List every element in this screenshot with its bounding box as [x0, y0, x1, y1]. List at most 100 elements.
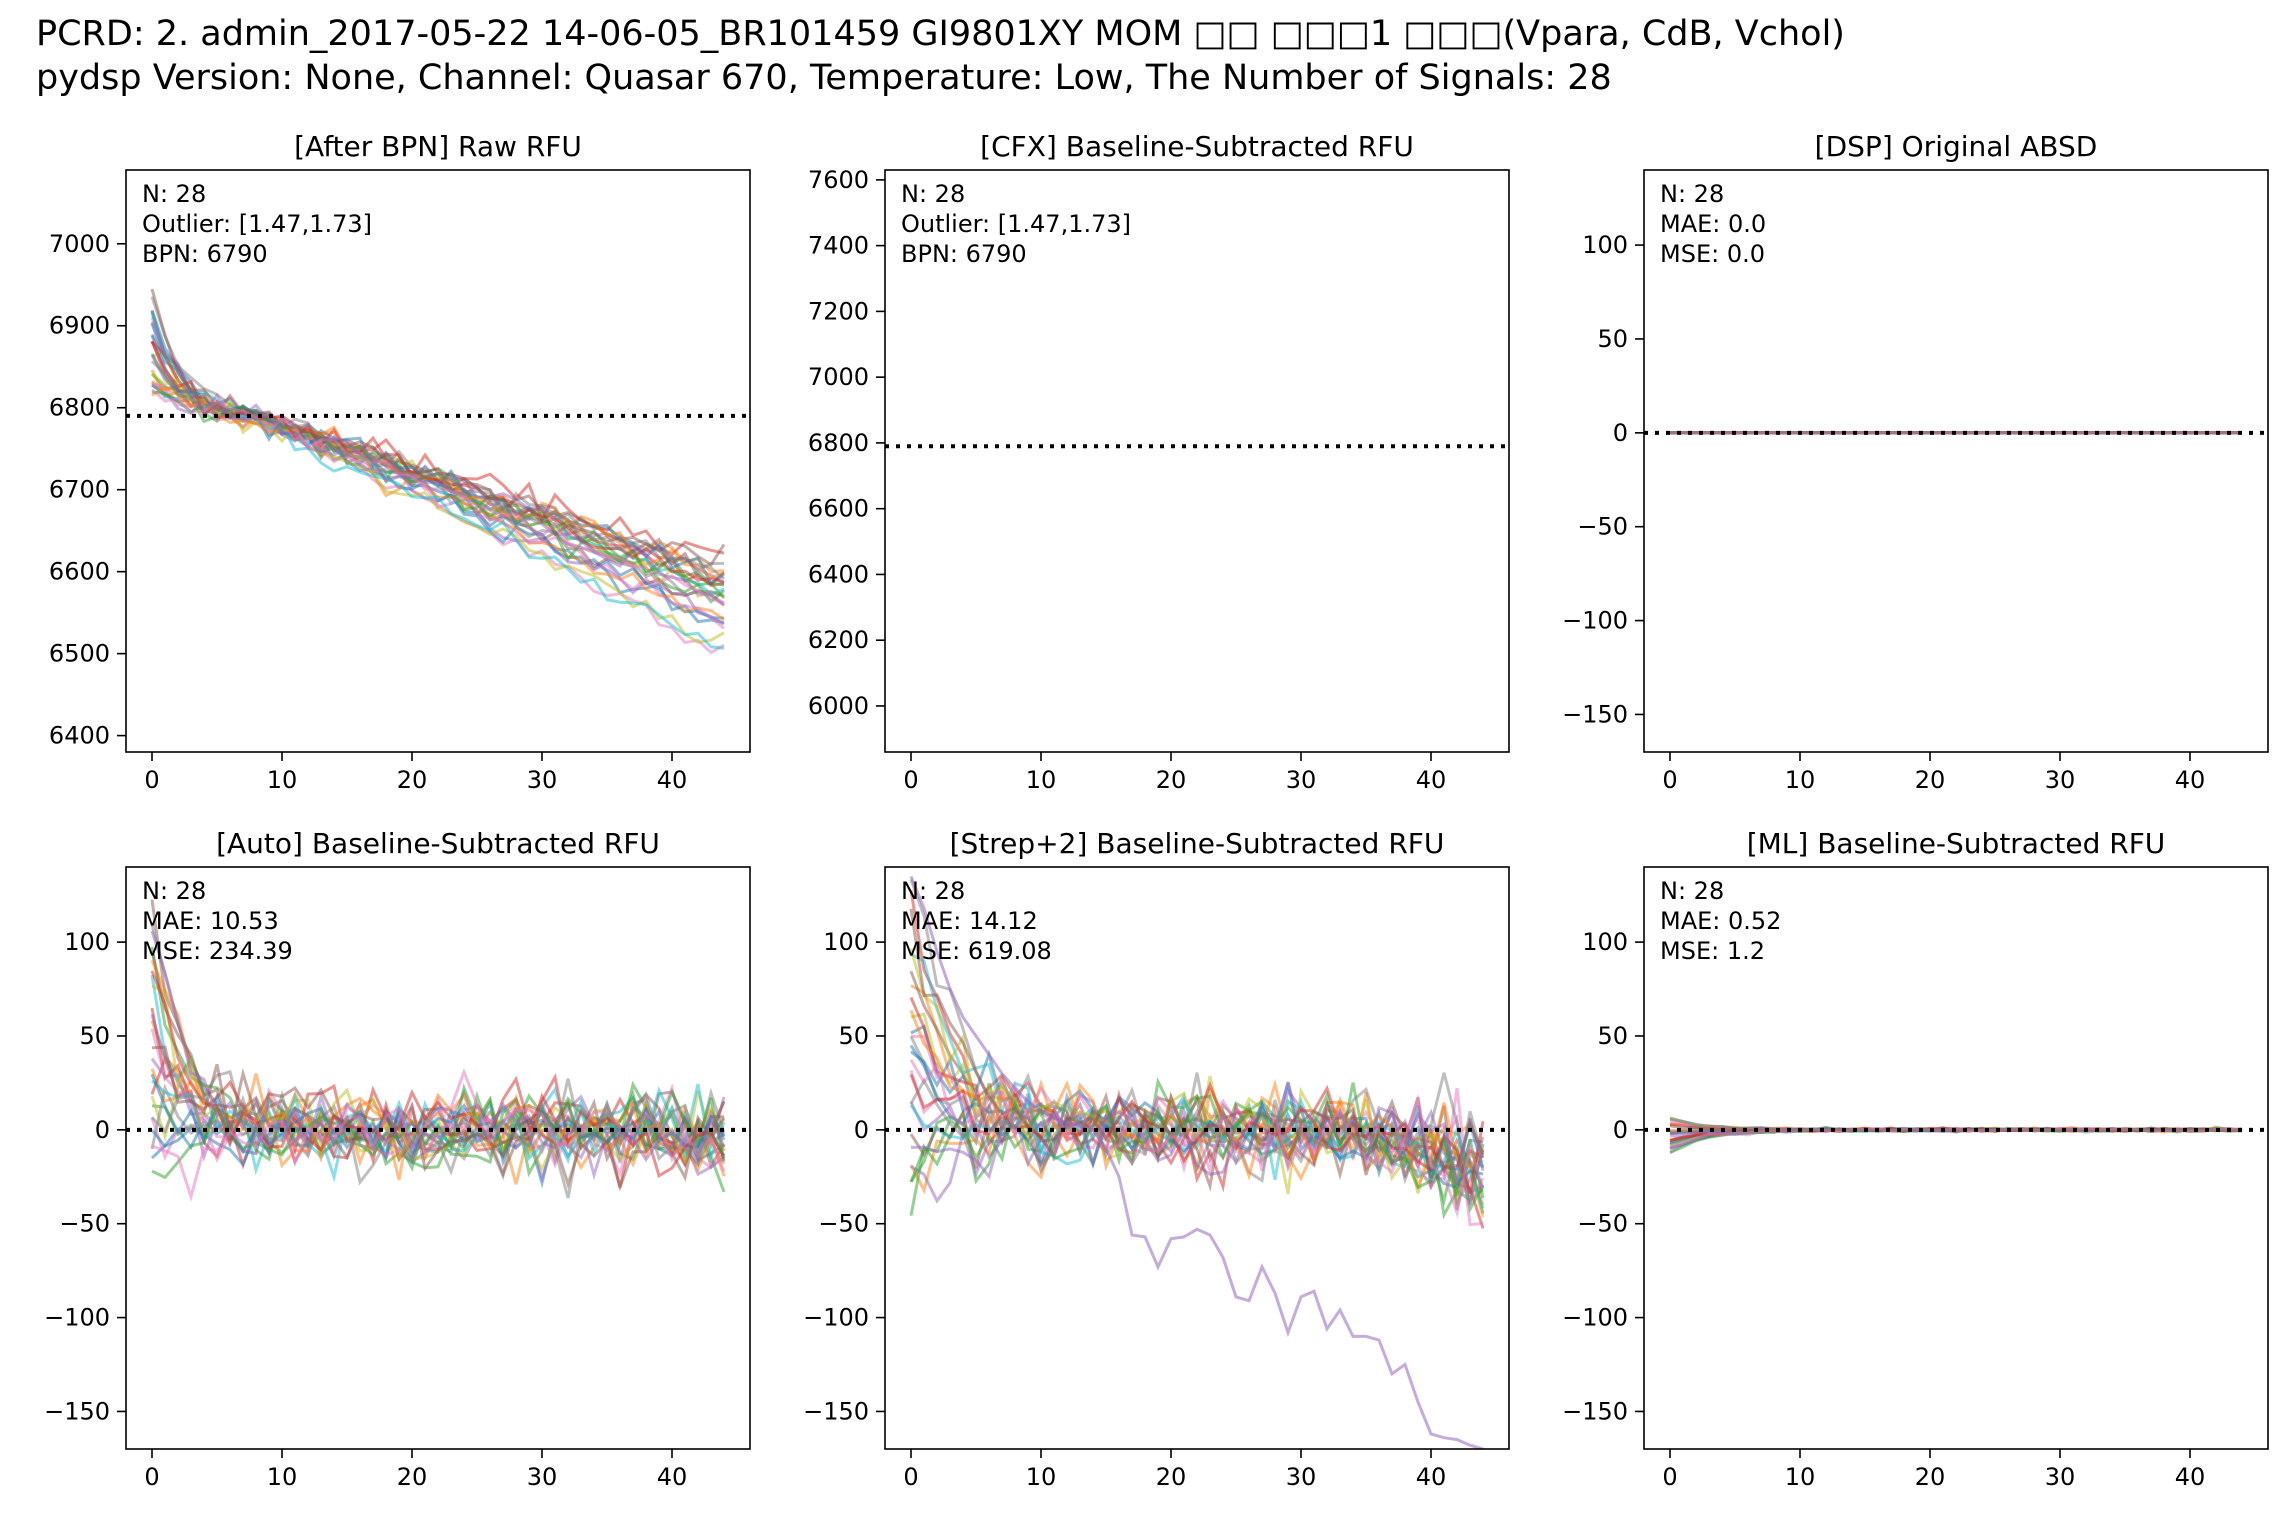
y-tick-label: 100	[1582, 928, 1628, 956]
y-tick-label: 100	[64, 928, 110, 956]
stats-annotation: N: 28	[901, 180, 965, 208]
stats-annotation: N: 28	[1660, 877, 1724, 905]
plot-area	[885, 875, 1509, 1449]
y-tick-label: 6000	[808, 692, 869, 720]
x-tick-label: 30	[2045, 766, 2076, 794]
x-tick-label: 20	[397, 766, 428, 794]
y-tick-label: 0	[1613, 419, 1628, 447]
x-tick-label: 30	[527, 766, 558, 794]
y-tick-label: −150	[803, 1397, 869, 1425]
x-tick-label: 10	[1785, 766, 1816, 794]
x-tick-label: 0	[1662, 766, 1677, 794]
y-tick-label: 50	[838, 1022, 869, 1050]
x-tick-label: 0	[903, 1463, 918, 1491]
suptitle-line-1: PCRD: 2. admin_2017-05-22 14-06-05_BR101…	[36, 14, 1845, 54]
x-tick-label: 10	[267, 766, 298, 794]
outlier-series-line	[909, 875, 1484, 1449]
figure-suptitle: PCRD: 2. admin_2017-05-22 14-06-05_BR101…	[36, 12, 1845, 100]
y-tick-label: −150	[1562, 700, 1628, 728]
y-tick-label: 6600	[808, 495, 869, 523]
y-tick-label: 6900	[49, 312, 110, 340]
y-tick-label: −100	[44, 1304, 110, 1332]
panel-title: [DSP] Original ABSD	[1815, 130, 2098, 163]
x-tick-label: 30	[2045, 1463, 2076, 1491]
y-tick-label: 7000	[808, 363, 869, 391]
x-tick-label: 20	[397, 1463, 428, 1491]
series-line-26	[151, 1067, 726, 1202]
x-tick-label: 40	[1416, 1463, 1447, 1491]
axes-frame	[125, 866, 751, 1450]
axes-frame	[884, 169, 1510, 753]
y-tick-label: 6500	[49, 640, 110, 668]
panel-dsp: [DSP] Original ABSD 0 10 20 30 40 −150 −100 −50 0…	[1562, 130, 2269, 794]
stats-annotation: BPN: 6790	[142, 240, 268, 268]
y-tick-label: −50	[59, 1210, 110, 1238]
series-line-23	[909, 1074, 1485, 1194]
panel-auto: [Auto] Baseline-Subtracted RFU 0 10 20 30 40 −…	[44, 827, 751, 1491]
x-tick-label: 20	[1915, 1463, 1946, 1491]
series-line-13	[150, 340, 725, 557]
plot-area	[126, 288, 750, 655]
y-tick-label: −100	[803, 1304, 869, 1332]
stats-annotation: N: 28	[901, 877, 965, 905]
stats-annotation: N: 28	[142, 180, 206, 208]
plot-area	[1644, 1116, 2268, 1155]
stats-annotation: MAE: 14.12	[901, 907, 1038, 935]
series-line-26	[909, 1058, 1485, 1219]
stats-annotation: BPN: 6790	[901, 240, 1027, 268]
y-tick-label: 100	[823, 928, 869, 956]
x-tick-label: 40	[657, 766, 688, 794]
stats-annotation: MSE: 234.39	[142, 937, 293, 965]
stats-annotation: MSE: 0.0	[1660, 240, 1765, 268]
y-tick-label: −100	[1562, 1304, 1628, 1332]
panel-title: [After BPN] Raw RFU	[294, 130, 582, 163]
x-tick-label: 10	[1026, 766, 1057, 794]
y-tick-label: 6600	[49, 558, 110, 586]
y-tick-label: −150	[44, 1397, 110, 1425]
series-line-27	[150, 360, 725, 581]
y-tick-label: −50	[1577, 513, 1628, 541]
series-line-22	[151, 1083, 726, 1180]
x-tick-label: 0	[144, 1463, 159, 1491]
series-line-27	[909, 1077, 1485, 1186]
axes-frame	[125, 169, 751, 753]
x-tick-label: 40	[657, 1463, 688, 1491]
suptitle-line-2: pydsp Version: None, Channel: Quasar 670…	[36, 58, 1612, 98]
y-tick-label: −50	[1577, 1210, 1628, 1238]
panel-strep: [Strep+2] Baseline-Subtracted RFU 0 10 20 30…	[803, 827, 1510, 1491]
series-line-26	[151, 388, 725, 605]
y-tick-label: 50	[1597, 325, 1628, 353]
x-tick-label: 0	[144, 766, 159, 794]
series-line-27	[150, 1078, 726, 1176]
axes-frame	[884, 866, 1510, 1450]
stats-annotation: N: 28	[1660, 180, 1724, 208]
x-tick-label: 10	[1785, 1463, 1816, 1491]
y-tick-label: 6800	[49, 394, 110, 422]
y-tick-label: 7600	[808, 166, 869, 194]
y-tick-label: 6700	[49, 476, 110, 504]
series-line-23	[150, 970, 726, 1178]
y-tick-label: 7000	[49, 230, 110, 258]
panel-title: [ML] Baseline-Subtracted RFU	[1747, 827, 2166, 860]
series-line-21	[150, 959, 726, 1177]
x-tick-label: 20	[1156, 1463, 1187, 1491]
panel-cfx: [CFX] Baseline-Subtracted RFU 0 10 20 30 40 60…	[808, 130, 1510, 794]
plot-area	[126, 899, 750, 1202]
panel-title: [CFX] Baseline-Subtracted RFU	[980, 130, 1414, 163]
x-tick-label: 20	[1915, 766, 1946, 794]
x-tick-label: 0	[903, 766, 918, 794]
y-tick-label: 0	[95, 1116, 110, 1144]
panel-title: [Strep+2] Baseline-Subtracted RFU	[950, 827, 1445, 860]
panel-title: [Auto] Baseline-Subtracted RFU	[216, 827, 660, 860]
series-line-22	[909, 1082, 1485, 1199]
y-tick-label: 6200	[808, 626, 869, 654]
y-tick-label: 6400	[808, 560, 869, 588]
x-tick-label: 40	[2175, 1463, 2206, 1491]
x-tick-label: 10	[267, 1463, 298, 1491]
x-tick-label: 40	[1416, 766, 1447, 794]
stats-annotation: MAE: 0.52	[1660, 907, 1781, 935]
stats-annotation: Outlier: [1.47,1.73]	[142, 210, 372, 238]
y-tick-label: 0	[1613, 1116, 1628, 1144]
y-tick-label: 100	[1582, 231, 1628, 259]
